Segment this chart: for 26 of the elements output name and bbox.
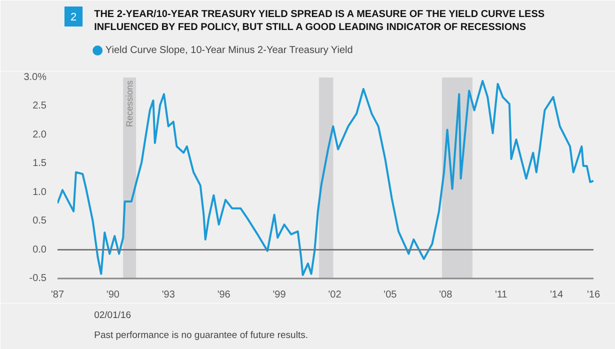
text: 02/01/16 [94, 310, 132, 321]
x-tick-label: '90 [106, 290, 120, 300]
x-tick-label: '87 [50, 290, 64, 300]
chart-title: THE 2-YEAR/10-YEAR TREASURY YIELD SPREAD IS A MEASURE OF THE YIELD CURVE LESS INFLUENCED BY FED POLICY, BUT STILL A GOOD LEADING INDICATOR OF RECESSIONS [94, 9, 545, 33]
y-tick-label: 1.5 [32, 158, 47, 170]
x-tick-label: '02 [328, 290, 342, 300]
x-tick-label: '14 [550, 290, 564, 300]
x-tick-label: '11 [494, 290, 508, 300]
y-tick-label: 3.0% [24, 72, 47, 83]
y-tick-label: -0.5 [29, 273, 47, 284]
x-tick-label: '99 [272, 290, 286, 300]
line-series [58, 80, 594, 276]
y-tick-label: 2.0 [32, 129, 47, 140]
x-tick-label: '08 [439, 290, 453, 300]
text: 2 [70, 12, 77, 24]
y-tick-label: 2.5 [32, 100, 47, 112]
x-tick-label: '96 [217, 290, 231, 300]
band-label: Recessions [124, 80, 135, 128]
y-tick-label: 0.5 [32, 216, 47, 227]
legend-label: Yield Curve Slope, 10-Year Minus 2-Year Treasury Yield [105, 45, 353, 56]
y-tick-label: 1.0 [32, 186, 47, 198]
x-tick-label: '93 [162, 290, 176, 300]
x-tick-label: '05 [384, 290, 398, 300]
text: Past performance is no guarantee of future results. [94, 330, 308, 341]
x-tick-label: '16 [586, 290, 600, 300]
y-tick-label: 0.0 [32, 244, 47, 256]
